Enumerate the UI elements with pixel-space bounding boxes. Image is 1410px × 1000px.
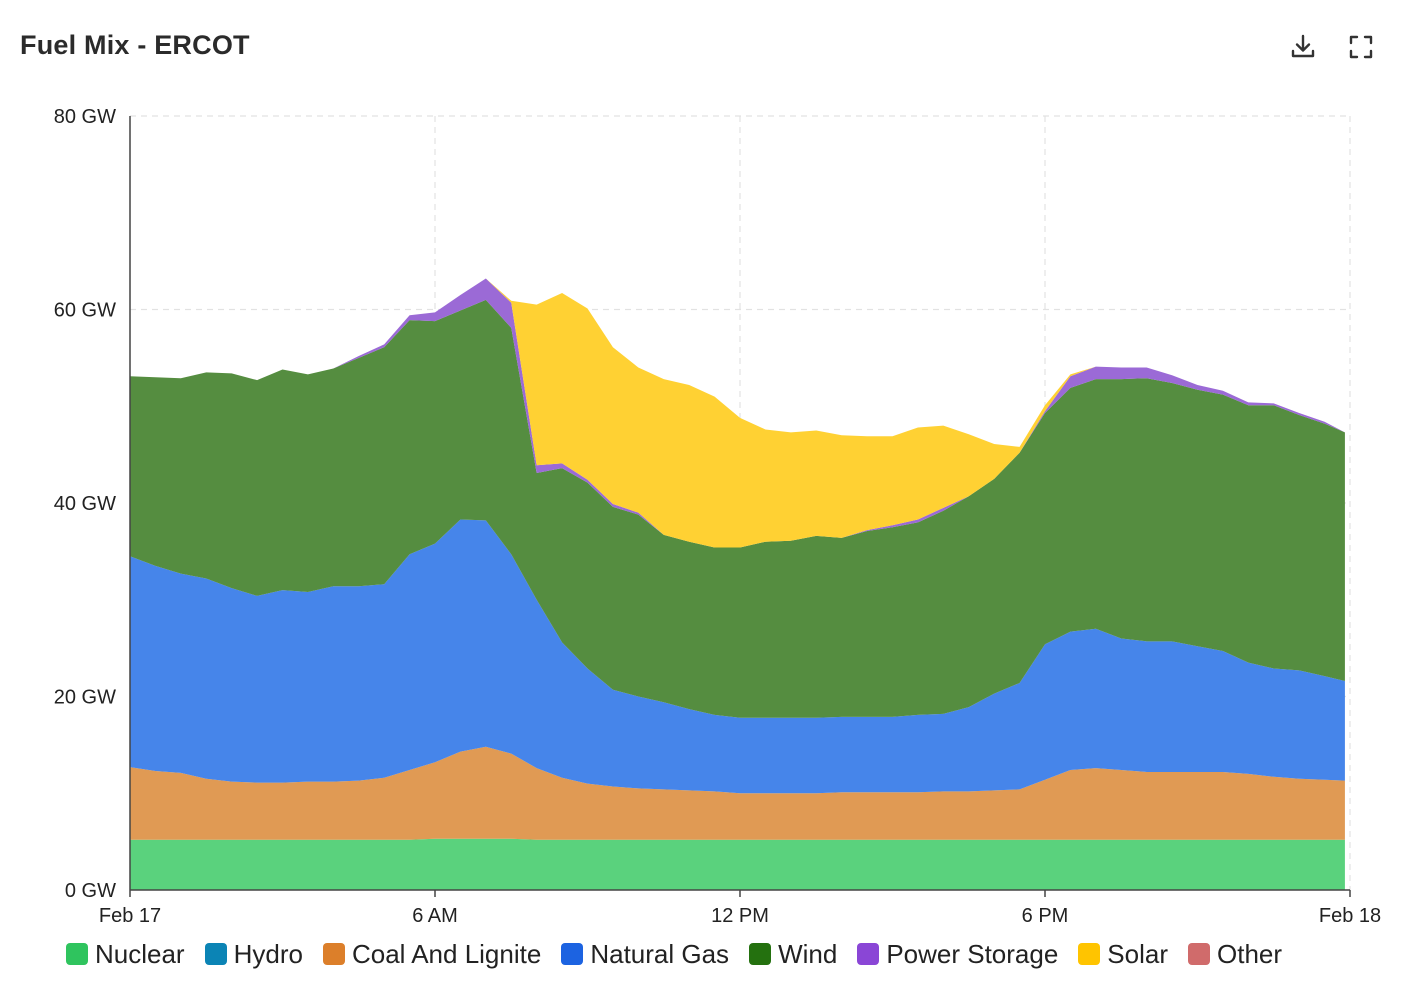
legend-swatch <box>66 943 88 965</box>
solar-area[interactable] <box>130 278 1345 548</box>
legend-swatch <box>857 943 880 965</box>
y-tick-label: 0 GW <box>65 880 116 902</box>
fullscreen-icon[interactable] <box>1346 32 1376 62</box>
axes: 0 GW 20 GW 40 GW 60 GW 80 GW Feb 17 6 AM 12 PM 6… <box>54 106 1381 927</box>
legend-item-other[interactable]: Other <box>1188 939 1282 970</box>
x-tick-label: 6 PM <box>1022 905 1069 927</box>
natural-gas-area[interactable] <box>130 519 1345 794</box>
x-tick-label: Feb 17 <box>99 905 161 927</box>
y-tick-label: 20 GW <box>54 687 116 709</box>
download-icon[interactable] <box>1288 32 1318 62</box>
x-tick-label: 12 PM <box>711 905 769 927</box>
legend-swatch <box>561 943 584 965</box>
nuclear-area[interactable] <box>130 838 1345 890</box>
legend-label: Natural Gas <box>590 938 730 969</box>
legend-item-wind[interactable]: Wind <box>749 939 837 970</box>
x-tick-label: 6 AM <box>412 905 458 927</box>
legend-label: Coal And Lignite <box>351 938 542 969</box>
legend-swatch <box>749 943 772 965</box>
stacked-areas <box>130 278 1345 890</box>
legend-item-power-storage[interactable]: Power Storage <box>857 939 1058 970</box>
fuel-mix-chart: 0 GW 20 GW 40 GW 60 GW 80 GW Feb 17 6 AM 12 PM 6… <box>54 106 1381 927</box>
x-tick-label: Feb 18 <box>1319 905 1381 927</box>
y-tick-label: 60 GW <box>54 300 116 322</box>
legend-item-nuclear[interactable]: Nuclear <box>66 939 185 970</box>
legend-swatch <box>1188 943 1210 965</box>
legend-label: Other <box>1217 938 1283 969</box>
chart-title: Fuel Mix - ERCOT <box>20 30 250 60</box>
wind-area[interactable] <box>130 299 1345 718</box>
chart-header: Fuel Mix - ERCOT <box>0 0 1410 100</box>
coal-and-lignite-area[interactable] <box>130 746 1345 840</box>
y-tick-label: 40 GW <box>54 493 116 515</box>
legend-item-coal-and-lignite[interactable]: Coal And Lignite <box>322 938 542 970</box>
legend-label: Wind <box>778 938 838 969</box>
legend-swatch <box>204 943 227 965</box>
legend-item-solar[interactable]: Solar <box>1078 939 1168 970</box>
legend-item-natural-gas[interactable]: Natural Gas <box>561 939 729 970</box>
legend-item-hydro[interactable]: Hydro <box>204 938 303 970</box>
legend: Nuclear Hydro Coal And Lignite Natural Gas W… <box>66 934 1396 974</box>
y-tick-label: 80 GW <box>54 106 116 128</box>
legend-label: Power Storage <box>886 938 1059 969</box>
legend-label: Nuclear <box>95 938 185 969</box>
legend-label: Solar <box>1107 938 1168 969</box>
legend-swatch <box>1078 943 1101 965</box>
legend-label: Hydro <box>233 938 303 969</box>
legend-swatch <box>322 943 345 965</box>
